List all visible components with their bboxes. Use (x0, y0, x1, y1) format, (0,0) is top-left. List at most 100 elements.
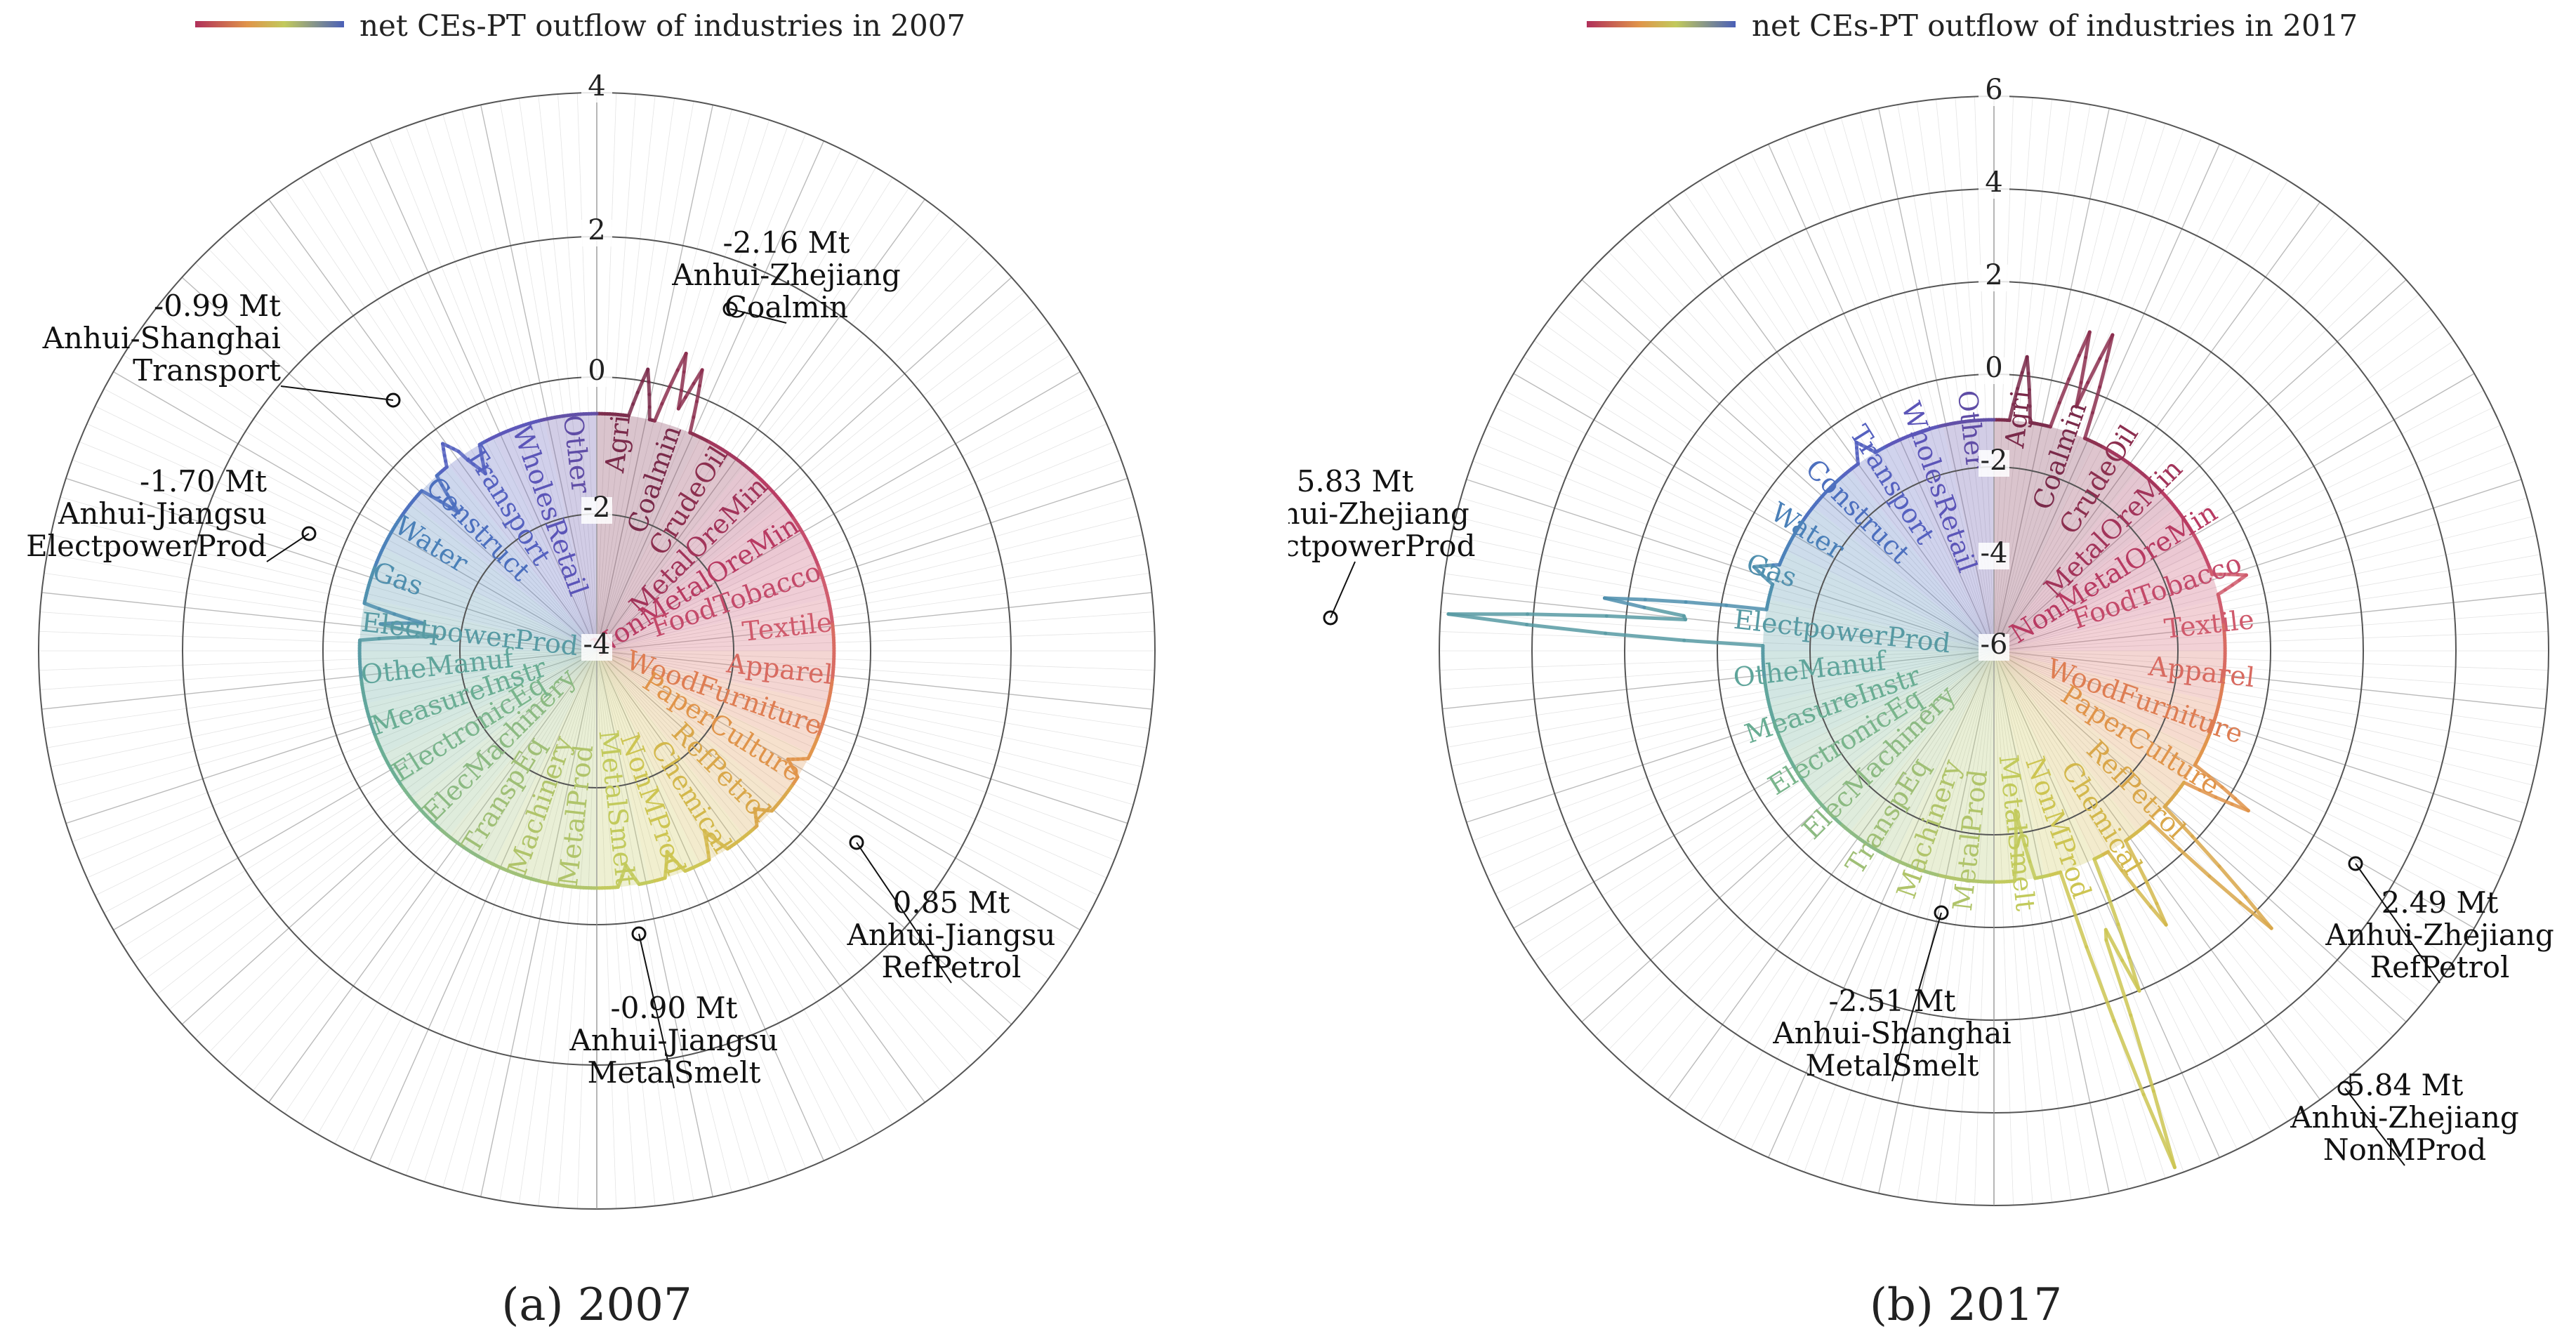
sector-wedge-MeasureInstr (365, 651, 597, 754)
series-segment (451, 501, 461, 515)
grid-spoke (596, 650, 1099, 896)
grid-spoke (596, 423, 1107, 652)
grid-spoke (596, 650, 694, 1201)
annotation-text: Anhui-Jiangsu (847, 918, 1056, 952)
grid-spoke (194, 650, 597, 1039)
grid-spoke (596, 650, 1107, 878)
grid-spoke (79, 441, 597, 652)
grid-spoke (596, 650, 656, 1206)
grid-spoke (596, 612, 1154, 652)
sector-wedges (359, 414, 834, 888)
grid-spoke (334, 157, 597, 652)
annotation-text: 2.49 Mt (2382, 885, 2499, 920)
series-segment (1682, 638, 1765, 648)
series-segment (2079, 355, 2088, 385)
series-segment (698, 368, 704, 388)
grid-spoke (123, 355, 597, 652)
data-point-MetalSmelt (2014, 809, 2018, 813)
grid-spoke (596, 650, 1143, 767)
grid-spoke (518, 98, 597, 652)
grid-spoke (596, 650, 859, 1144)
grid-spoke (51, 534, 597, 652)
grid-spoke (237, 650, 597, 1079)
sector-wedge-ElecMachinery (1813, 651, 1994, 832)
sector-wedge-WholesRetail (1894, 425, 1994, 651)
grid-spoke (461, 109, 597, 652)
series-segment (2028, 859, 2037, 880)
grid-spoke (181, 277, 597, 652)
sector-wedge-MetalProd (1942, 651, 1994, 883)
data-point-Agri (646, 367, 650, 371)
sector-wedge-TranspEq (1849, 651, 1994, 859)
grid-spoke (113, 371, 597, 652)
radial-tick-label: -2 (583, 491, 611, 524)
grid-spoke (596, 650, 941, 1091)
grid-spoke (284, 187, 597, 652)
sector-wedges (1762, 419, 2226, 883)
grid-spoke (596, 157, 859, 652)
radial-tick-labels: -6 -4 -2 0 2 4 6 (1979, 74, 2009, 661)
grid-spoke (596, 650, 770, 1182)
sector-wedge-Chemical (1994, 651, 2139, 859)
series-segment (2025, 355, 2030, 376)
tick-label-bg (1979, 265, 2009, 291)
series-segment (1643, 597, 1688, 604)
grid-spoke (596, 650, 1128, 824)
grid-spoke (499, 101, 597, 652)
series-segment (626, 402, 635, 418)
sector-wedge-MetalSmelt (1994, 651, 2046, 883)
grid-spoke (480, 650, 597, 1197)
grid-spoke (596, 650, 1134, 805)
grid-spoke (596, 650, 1049, 979)
data-point-MetalSmelt (623, 863, 628, 867)
grid-spoke (596, 650, 1154, 690)
annotation-text: RefPetrol (882, 950, 1022, 984)
annotation-text: NonMProd (2323, 1132, 2487, 1167)
grid-spoke (387, 133, 597, 652)
series-outline (1446, 330, 2273, 1170)
grid-spoke (596, 307, 1037, 652)
series-segment (396, 635, 420, 640)
grid-spoke (596, 650, 636, 1208)
series-segment (2129, 1013, 2155, 1093)
annotation-text: ElectpowerProd (26, 529, 267, 563)
grid-spoke (596, 322, 1049, 652)
series-segment (440, 483, 449, 496)
grid-spoke (113, 650, 597, 931)
annotation-marker (385, 392, 401, 408)
grid-spoke (596, 650, 1115, 861)
data-point-Construct (456, 510, 461, 515)
annotation-marker (2337, 1081, 2353, 1096)
sector-wedge-TranspEq (449, 651, 597, 865)
data-point-PaperCulture (786, 757, 790, 761)
grid-spoke (369, 140, 597, 652)
annotation-text: Coalmin (725, 290, 848, 324)
grid-spoke (60, 650, 597, 805)
grid-spoke (44, 650, 597, 729)
grid-spoke (284, 650, 597, 1114)
annotation-text: 5.83 Mt (1297, 464, 1414, 498)
series-segment (357, 637, 381, 642)
series-segment (1684, 600, 1729, 607)
grid-spoke (39, 650, 597, 690)
series-segment (2027, 388, 2032, 409)
series-segment (435, 474, 444, 487)
grid-spoke (518, 650, 597, 1204)
data-point-Transport (483, 472, 487, 476)
annotation-text: Anhui-Jiangsu (58, 496, 267, 531)
data-point-RefPetrol (2269, 926, 2273, 930)
grid-spoke (596, 650, 713, 1197)
sector-wedge-Textile (1994, 599, 2226, 651)
grid-spoke (596, 650, 1152, 710)
annotation-text: Anhui-Zhejiang (671, 258, 901, 292)
grid-spoke (596, 650, 732, 1193)
tick-label-bg (1979, 450, 2009, 477)
sector-wedge-CrudeOil (1994, 442, 2139, 651)
series-segment (2082, 411, 2094, 440)
grid-spoke (596, 650, 807, 1169)
grid-spoke (596, 650, 1012, 1025)
radial-tick-label: 4 (1985, 166, 2002, 199)
series-segment (2134, 859, 2149, 885)
series-segment (378, 621, 395, 626)
series-segment (2090, 385, 2102, 415)
